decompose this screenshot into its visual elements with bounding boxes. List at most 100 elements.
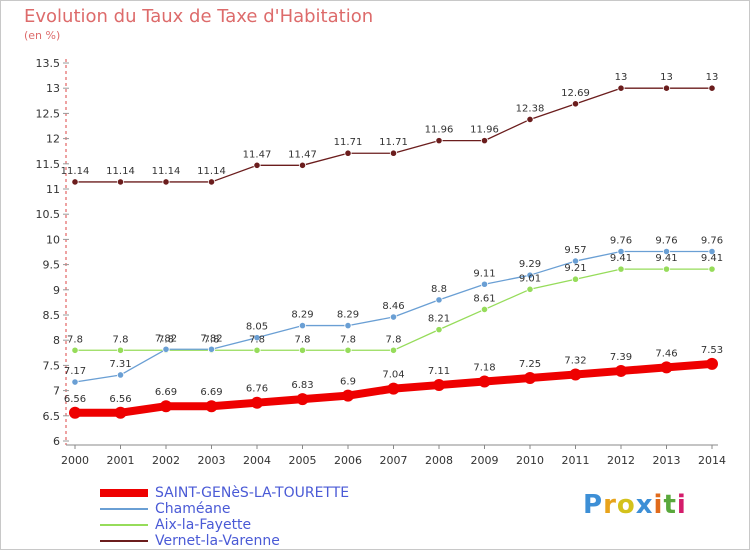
x-tick-label: 2010 [516,454,544,467]
logo-letter: o [616,490,636,520]
data-point-chameane [207,345,216,353]
legend-label-saint-genes: SAINT-GENèS-LA-TOURETTE [155,485,350,501]
data-point-chameane [571,257,580,265]
data-label-saint-genes: 6.9 [340,377,356,388]
data-label-vernet-la-varenne: 11.14 [197,166,226,177]
y-tick-label: 13 [46,82,60,95]
data-label-saint-genes: 7.39 [610,352,632,363]
data-label-saint-genes: 7.25 [519,359,541,370]
x-tick-label: 2014 [698,454,726,467]
y-tick-label: 11 [46,183,60,196]
data-label-aix-la-fayette: 7.8 [295,334,311,345]
data-label-vernet-la-varenne: 12.69 [561,88,590,99]
data-point-saint-genes [706,357,718,370]
y-tick-label: 6.5 [43,410,61,423]
data-label-aix-la-fayette: 8.61 [473,293,495,304]
data-point-saint-genes [205,400,218,413]
data-label-chameane: 8.29 [337,310,359,321]
data-point-vernet-la-varenne [662,84,671,92]
x-tick-label: 2013 [653,454,681,467]
data-label-chameane: 9.76 [655,235,677,246]
logo-letter: x [635,490,654,520]
legend-item-aix-la-fayette: Aix-la-Fayette [100,517,400,533]
y-tick-label: 13.5 [36,57,61,70]
data-point-aix-la-fayette [344,346,352,354]
x-tick-label: 2011 [562,454,590,467]
data-point-vernet-la-varenne [571,100,580,108]
y-tick-label: 9.5 [43,259,61,272]
x-tick-label: 2007 [380,454,408,467]
x-tick-label: 2012 [607,454,635,467]
data-label-chameane: 9.76 [701,235,723,246]
data-label-chameane: 9.29 [519,259,541,270]
data-label-saint-genes: 6.69 [155,387,177,398]
data-point-vernet-la-varenne [708,84,716,92]
data-point-chameane [389,313,398,321]
chart-unit-label: (en %) [24,29,61,42]
data-label-vernet-la-varenne: 11.14 [152,166,181,177]
data-point-aix-la-fayette [571,275,580,283]
legend-item-saint-genes: SAINT-GENèS-LA-TOURETTE [100,485,400,501]
data-label-saint-genes: 7.11 [428,366,450,377]
legend-label-chameane: Chaméane [155,501,231,517]
data-point-saint-genes [69,406,81,419]
data-point-aix-la-fayette [708,265,716,273]
data-label-saint-genes: 7.04 [382,370,404,381]
data-point-vernet-la-varenne [298,161,307,169]
legend-swatch-vernet-la-varenne [100,540,148,542]
data-point-aix-la-fayette [116,346,125,354]
data-label-chameane: 9.76 [610,235,632,246]
data-point-vernet-la-varenne [480,137,489,145]
data-label-chameane: 9.11 [473,268,495,279]
data-point-vernet-la-varenne [207,178,216,186]
data-labels: 11.14 11.14 11.14 11.14 11.47 11.47 11.71 11.71… [61,72,723,405]
data-point-saint-genes [478,375,491,388]
data-point-vernet-la-varenne [344,149,352,157]
data-point-aix-la-fayette [617,265,625,273]
x-tick-label: 2008 [425,454,453,467]
data-label-aix-la-fayette: 9.41 [701,253,723,264]
data-point-vernet-la-varenne [435,137,443,145]
data-label-chameane: 8.05 [246,322,268,333]
data-label-aix-la-fayette: 7.8 [249,334,265,345]
data-label-saint-genes: 6.56 [64,394,86,405]
data-label-vernet-la-varenne: 13 [615,72,628,83]
data-label-vernet-la-varenne: 11.47 [243,149,272,160]
logo-letter: i [676,490,687,520]
data-point-saint-genes [569,368,582,381]
logo-letter: i [653,490,664,520]
data-label-chameane: 8.8 [431,284,447,295]
data-point-aix-la-fayette [71,346,79,354]
data-label-aix-la-fayette: 7.8 [204,334,220,345]
data-label-chameane: 7.17 [64,366,86,377]
data-label-vernet-la-varenne: 11.14 [61,166,90,177]
data-label-aix-la-fayette: 9.21 [564,263,586,274]
legend-item-chameane: Chaméane [100,501,400,517]
data-point-saint-genes [296,393,309,406]
data-label-saint-genes: 7.18 [473,363,495,374]
data-point-aix-la-fayette [662,265,671,273]
legend-label-aix-la-fayette: Aix-la-Fayette [155,517,252,533]
data-label-saint-genes: 7.32 [564,355,586,366]
data-label-chameane: 7.31 [109,359,131,370]
y-tick-label: 10 [46,233,60,246]
series-lines [69,84,718,419]
data-label-vernet-la-varenne: 11.96 [425,125,454,136]
data-point-saint-genes [387,382,400,395]
y-tick-label: 12.5 [36,107,61,120]
data-point-chameane [708,247,716,256]
data-point-vernet-la-varenne [71,178,79,186]
data-label-aix-la-fayette: 8.21 [428,314,450,325]
x-tick-label: 2004 [243,454,271,467]
data-label-saint-genes: 6.69 [200,387,222,398]
data-point-aix-la-fayette [480,305,489,314]
data-point-chameane [435,296,443,304]
data-point-saint-genes [433,379,445,392]
data-point-saint-genes [114,406,127,419]
data-point-vernet-la-varenne [253,161,261,169]
data-point-saint-genes [660,361,673,374]
y-tick-label: 6 [53,435,60,448]
data-label-saint-genes: 7.46 [655,348,677,359]
